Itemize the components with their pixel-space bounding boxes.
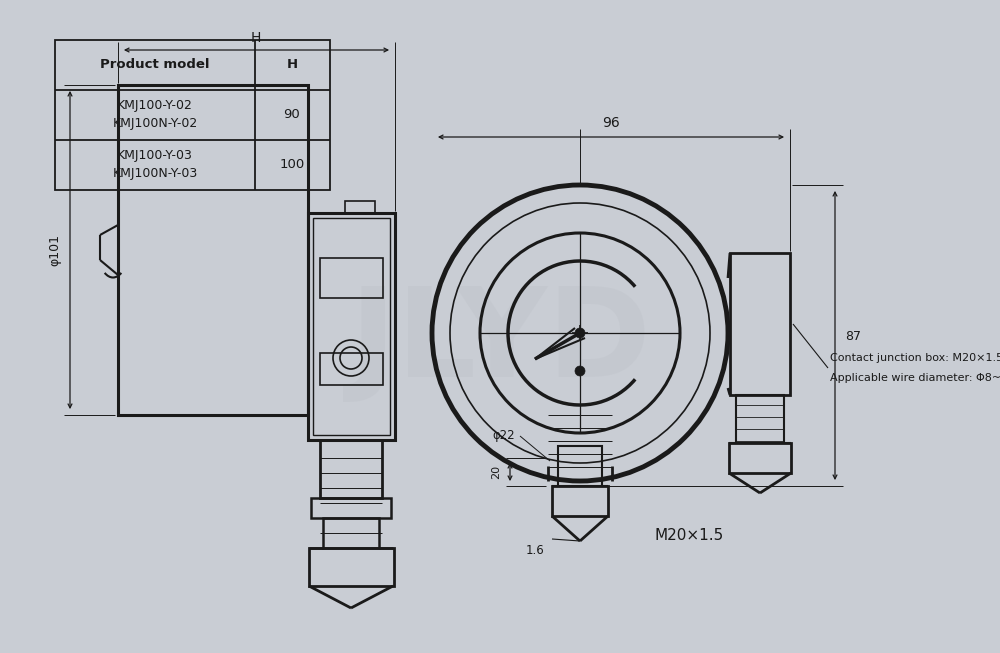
Text: Contact junction box: M20×1.5: Contact junction box: M20×1.5 xyxy=(830,353,1000,363)
Text: 87: 87 xyxy=(845,330,861,343)
Bar xyxy=(309,548,394,586)
Text: φ22: φ22 xyxy=(492,430,515,443)
Text: H: H xyxy=(286,59,298,71)
Text: 20: 20 xyxy=(491,465,501,479)
Bar xyxy=(736,395,784,443)
Bar xyxy=(320,440,382,498)
Bar xyxy=(308,213,395,440)
Text: KMJ100N-Y-02: KMJ100N-Y-02 xyxy=(112,118,198,131)
Text: 1.6: 1.6 xyxy=(525,545,544,558)
Text: KMJ100N-Y-03: KMJ100N-Y-03 xyxy=(112,168,198,180)
Bar xyxy=(320,258,383,298)
Text: φ101: φ101 xyxy=(48,234,62,266)
Text: H: H xyxy=(251,31,261,45)
Bar xyxy=(730,253,790,395)
Bar xyxy=(118,85,308,415)
Circle shape xyxy=(575,328,585,338)
Text: M20×1.5: M20×1.5 xyxy=(655,528,724,543)
Bar xyxy=(320,353,383,385)
Text: 96: 96 xyxy=(602,116,620,130)
Bar xyxy=(55,40,330,190)
Text: 100: 100 xyxy=(279,159,305,172)
Bar xyxy=(323,518,379,548)
Bar xyxy=(558,446,602,486)
Text: 90: 90 xyxy=(284,108,300,121)
Bar xyxy=(345,201,375,213)
Bar xyxy=(313,218,390,435)
Circle shape xyxy=(575,366,585,376)
Text: Applicable wire diameter: Φ8~Φ12: Applicable wire diameter: Φ8~Φ12 xyxy=(830,373,1000,383)
Bar xyxy=(552,486,608,516)
Text: Product model: Product model xyxy=(100,59,210,71)
Bar xyxy=(729,443,791,473)
Text: KMJ100-Y-03: KMJ100-Y-03 xyxy=(117,150,193,163)
Bar xyxy=(311,498,391,518)
Text: KMJ100-Y-02: KMJ100-Y-02 xyxy=(117,99,193,112)
Text: JLYD: JLYD xyxy=(350,283,650,404)
